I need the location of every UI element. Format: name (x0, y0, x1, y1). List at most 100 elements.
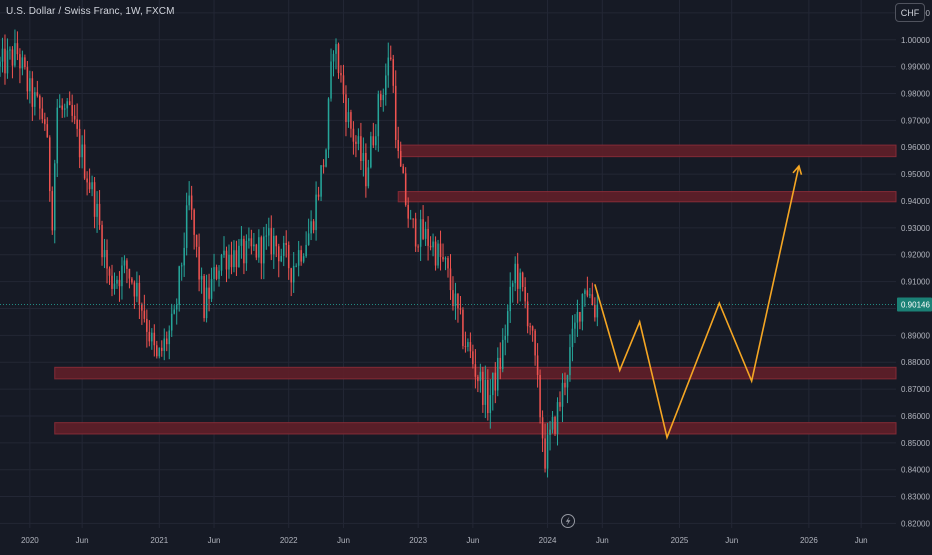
candle-body (342, 75, 345, 95)
y-axis: 1.010001.000000.990000.980000.970000.960… (901, 9, 930, 529)
candle-body (315, 194, 317, 231)
candle-body (439, 243, 442, 258)
candle-body (163, 338, 166, 351)
candle-down (73, 104, 76, 125)
candle-body (29, 78, 31, 92)
candle-body (106, 249, 108, 269)
candle-up (223, 236, 225, 258)
candle-body (337, 44, 340, 74)
candle-up (362, 137, 365, 177)
candle-down (208, 273, 210, 312)
candle-body (190, 195, 193, 210)
candle-body (282, 242, 285, 256)
candle-down (195, 234, 198, 258)
candle-up (424, 221, 427, 246)
candle-down (434, 236, 437, 271)
candle-down (412, 218, 414, 229)
candle-down (482, 366, 484, 413)
candle-body (9, 49, 11, 51)
candle-body (397, 139, 399, 152)
candle-body (350, 112, 352, 129)
candle-up (385, 63, 387, 106)
candle-up (497, 347, 499, 397)
candle-down (477, 374, 479, 393)
candle-down (39, 94, 41, 120)
candle-up (484, 365, 487, 419)
candle-down (88, 168, 91, 193)
candle-up (123, 255, 126, 274)
candle-body (407, 204, 409, 219)
x-tick-label: 2024 (539, 536, 557, 545)
candle-body (210, 279, 213, 299)
candle-body (223, 250, 225, 255)
candle-body (482, 371, 484, 405)
candle-down (350, 109, 352, 138)
candle-down (287, 241, 290, 280)
candle-body (88, 182, 91, 190)
candle-down (392, 54, 395, 93)
lightning-bolt-icon (561, 514, 575, 528)
candle-up (136, 271, 138, 303)
candle-body (250, 238, 253, 247)
candle-down (365, 143, 367, 198)
candle-down (389, 45, 392, 61)
candle-body (113, 283, 116, 289)
candle-body (546, 434, 549, 469)
x-tick-label: 2022 (280, 536, 298, 545)
candle-up (514, 256, 516, 292)
candle-up (116, 275, 118, 289)
candle-body (531, 326, 534, 331)
candle-body (0, 61, 1, 67)
candle-up (180, 262, 183, 281)
candle-body (143, 310, 146, 319)
candle-body (357, 136, 360, 144)
candle-body (571, 328, 574, 348)
candle-down (404, 167, 407, 207)
candle-down (106, 239, 108, 284)
candle-body (225, 250, 228, 270)
candle-body (103, 249, 106, 258)
candle-up (409, 209, 412, 220)
candle-up (163, 328, 166, 361)
candle-body (399, 151, 402, 167)
candle-up (347, 98, 350, 128)
candle-body (178, 266, 180, 305)
candle-down (427, 216, 429, 261)
candle-body (230, 254, 233, 268)
candle-body (255, 244, 258, 258)
candle-up (34, 87, 36, 116)
candle-body (564, 382, 566, 388)
candle-down (564, 372, 566, 396)
y-tick-label: 0.96000 (901, 143, 930, 152)
current-price-badge (897, 297, 932, 312)
candle-body (325, 149, 327, 167)
candle-down (534, 328, 536, 366)
candle-body (467, 342, 469, 347)
candle-body (335, 44, 337, 54)
y-tick-label: 0.92000 (901, 251, 930, 260)
candle-body (355, 141, 357, 144)
candle-down (203, 274, 205, 322)
candle-up (310, 210, 312, 241)
candle-body (509, 286, 511, 312)
y-tick-label: 0.87000 (901, 385, 930, 394)
candle-body (449, 268, 452, 291)
candle-down (322, 159, 325, 174)
candle-body (138, 282, 141, 305)
candle-body (514, 263, 516, 284)
y-tick-label: 0.99000 (901, 63, 930, 72)
candle-body (263, 236, 265, 264)
candle-up (213, 253, 215, 292)
candle-up (571, 315, 574, 362)
candle-body (521, 272, 524, 288)
candle-down (586, 276, 589, 298)
candle-up (489, 379, 492, 429)
candle-body (380, 94, 382, 101)
candle-up (265, 223, 268, 250)
candle-up (58, 94, 61, 108)
currency-button[interactable]: CHF (895, 3, 925, 22)
candle-up (432, 233, 434, 257)
candle-down (337, 42, 340, 79)
